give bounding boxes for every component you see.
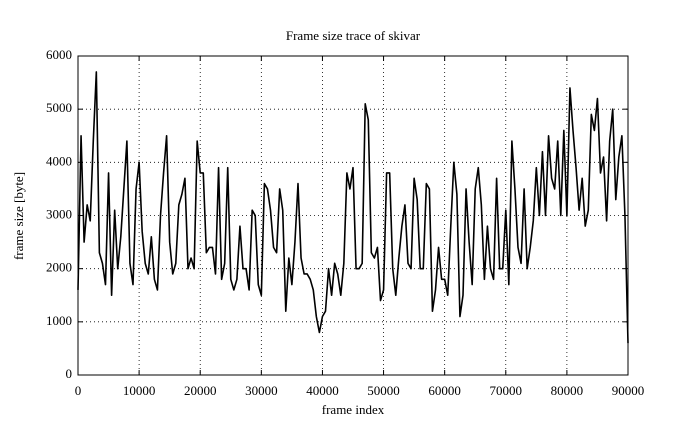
x-axis-label: frame index [322, 402, 385, 417]
y-tick-label: 1000 [46, 313, 72, 328]
x-tick-label: 30000 [245, 383, 278, 398]
x-tick-label: 10000 [123, 383, 156, 398]
plot-frame [77, 55, 629, 376]
y-tick-label: 2000 [46, 260, 72, 275]
x-tick-label: 70000 [490, 383, 523, 398]
y-tick-label: 5000 [46, 100, 72, 115]
x-tick-label: 40000 [306, 383, 339, 398]
y-tick-label: 0 [66, 366, 73, 381]
x-tick-label: 50000 [367, 383, 400, 398]
y-axis-label: frame size [byte] [11, 172, 26, 260]
chart-title: Frame size trace of skivar [286, 28, 421, 43]
x-tick-label: 90000 [612, 383, 645, 398]
y-tick-label: 3000 [46, 206, 72, 221]
x-tick-label: 20000 [184, 383, 217, 398]
x-tick-label: 0 [75, 383, 82, 398]
y-tick-label: 6000 [46, 47, 72, 62]
data-line [77, 71, 629, 344]
x-tick-label: 60000 [428, 383, 461, 398]
x-tick-label: 80000 [551, 383, 584, 398]
y-tick-label: 4000 [46, 153, 72, 168]
